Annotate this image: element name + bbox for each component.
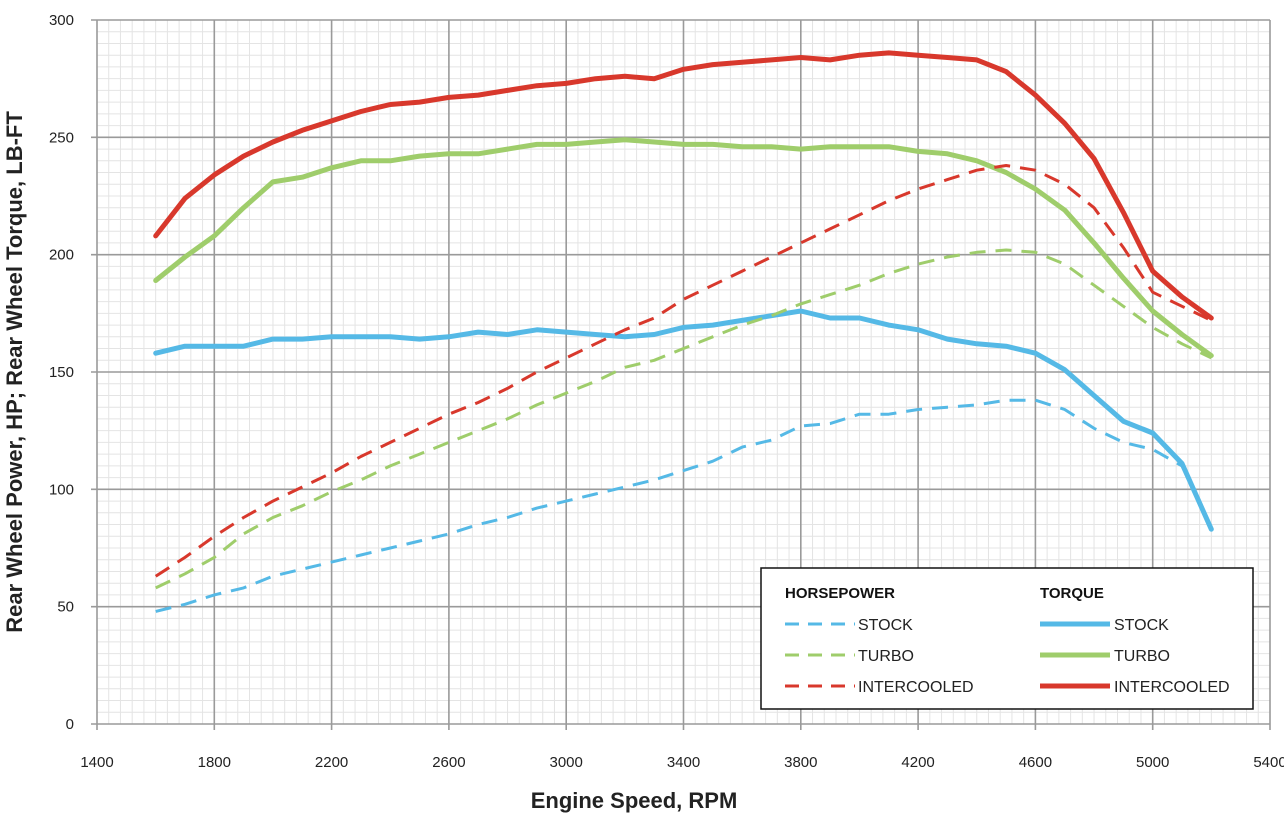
series-line-torque-turbo bbox=[153, 137, 1214, 359]
x-axis-title: Engine Speed, RPM bbox=[531, 788, 738, 813]
legend-label-hp-intercooled: INTERCOOLED bbox=[858, 679, 974, 696]
series-lines bbox=[153, 50, 1214, 613]
x-tick-label: 4200 bbox=[901, 754, 934, 771]
y-tick-labels: 0 50 100 150 200 250 300 bbox=[49, 12, 74, 733]
y-tick-label: 150 bbox=[49, 364, 74, 381]
legend-label-hp-turbo: TURBO bbox=[858, 648, 914, 665]
x-tick-label: 2600 bbox=[432, 754, 465, 771]
series-line-horsepower-stock bbox=[155, 398, 1213, 613]
y-tick-label: 300 bbox=[49, 12, 74, 29]
x-tick-label: 4600 bbox=[1019, 754, 1052, 771]
legend-label-torque-turbo: TURBO bbox=[1114, 648, 1170, 665]
series-line-horsepower-turbo bbox=[155, 248, 1212, 590]
series-line-torque-intercooled bbox=[153, 50, 1214, 321]
y-tick-label: 200 bbox=[49, 247, 74, 264]
x-tick-label: 5400 bbox=[1253, 754, 1284, 771]
legend-label-torque-stock: STOCK bbox=[1114, 617, 1169, 634]
y-tick-label: 250 bbox=[49, 129, 74, 146]
y-tick-label: 0 bbox=[66, 716, 74, 733]
series-line-horsepower-intercooled bbox=[154, 164, 1212, 578]
y-tick-label: 50 bbox=[57, 599, 74, 616]
x-tick-label: 5000 bbox=[1136, 754, 1169, 771]
x-tick-label: 1400 bbox=[80, 754, 113, 771]
x-tick-label: 2200 bbox=[315, 754, 348, 771]
y-tick-label: 100 bbox=[49, 481, 74, 498]
y-axis-title: Rear Wheel Power, HP; Rear Wheel Torque,… bbox=[2, 111, 27, 633]
x-tick-labels: 1400 1800 2200 2600 3000 3400 3800 4200 4600 5000… bbox=[80, 754, 1284, 771]
legend-label-hp-stock: STOCK bbox=[858, 617, 913, 634]
legend: HORSEPOWER TORQUE STOCK TURBO INTERCOOLE… bbox=[760, 567, 1254, 710]
x-tick-label: 3000 bbox=[550, 754, 583, 771]
x-tick-label: 1800 bbox=[198, 754, 231, 771]
x-tick-label: 3800 bbox=[784, 754, 817, 771]
legend-heading-torque: TORQUE bbox=[1040, 585, 1104, 602]
legend-label-torque-intercooled: INTERCOOLED bbox=[1114, 679, 1230, 696]
series-line-torque-stock bbox=[153, 308, 1214, 532]
x-tick-label: 3400 bbox=[667, 754, 700, 771]
legend-heading-horsepower: HORSEPOWER bbox=[785, 585, 895, 602]
